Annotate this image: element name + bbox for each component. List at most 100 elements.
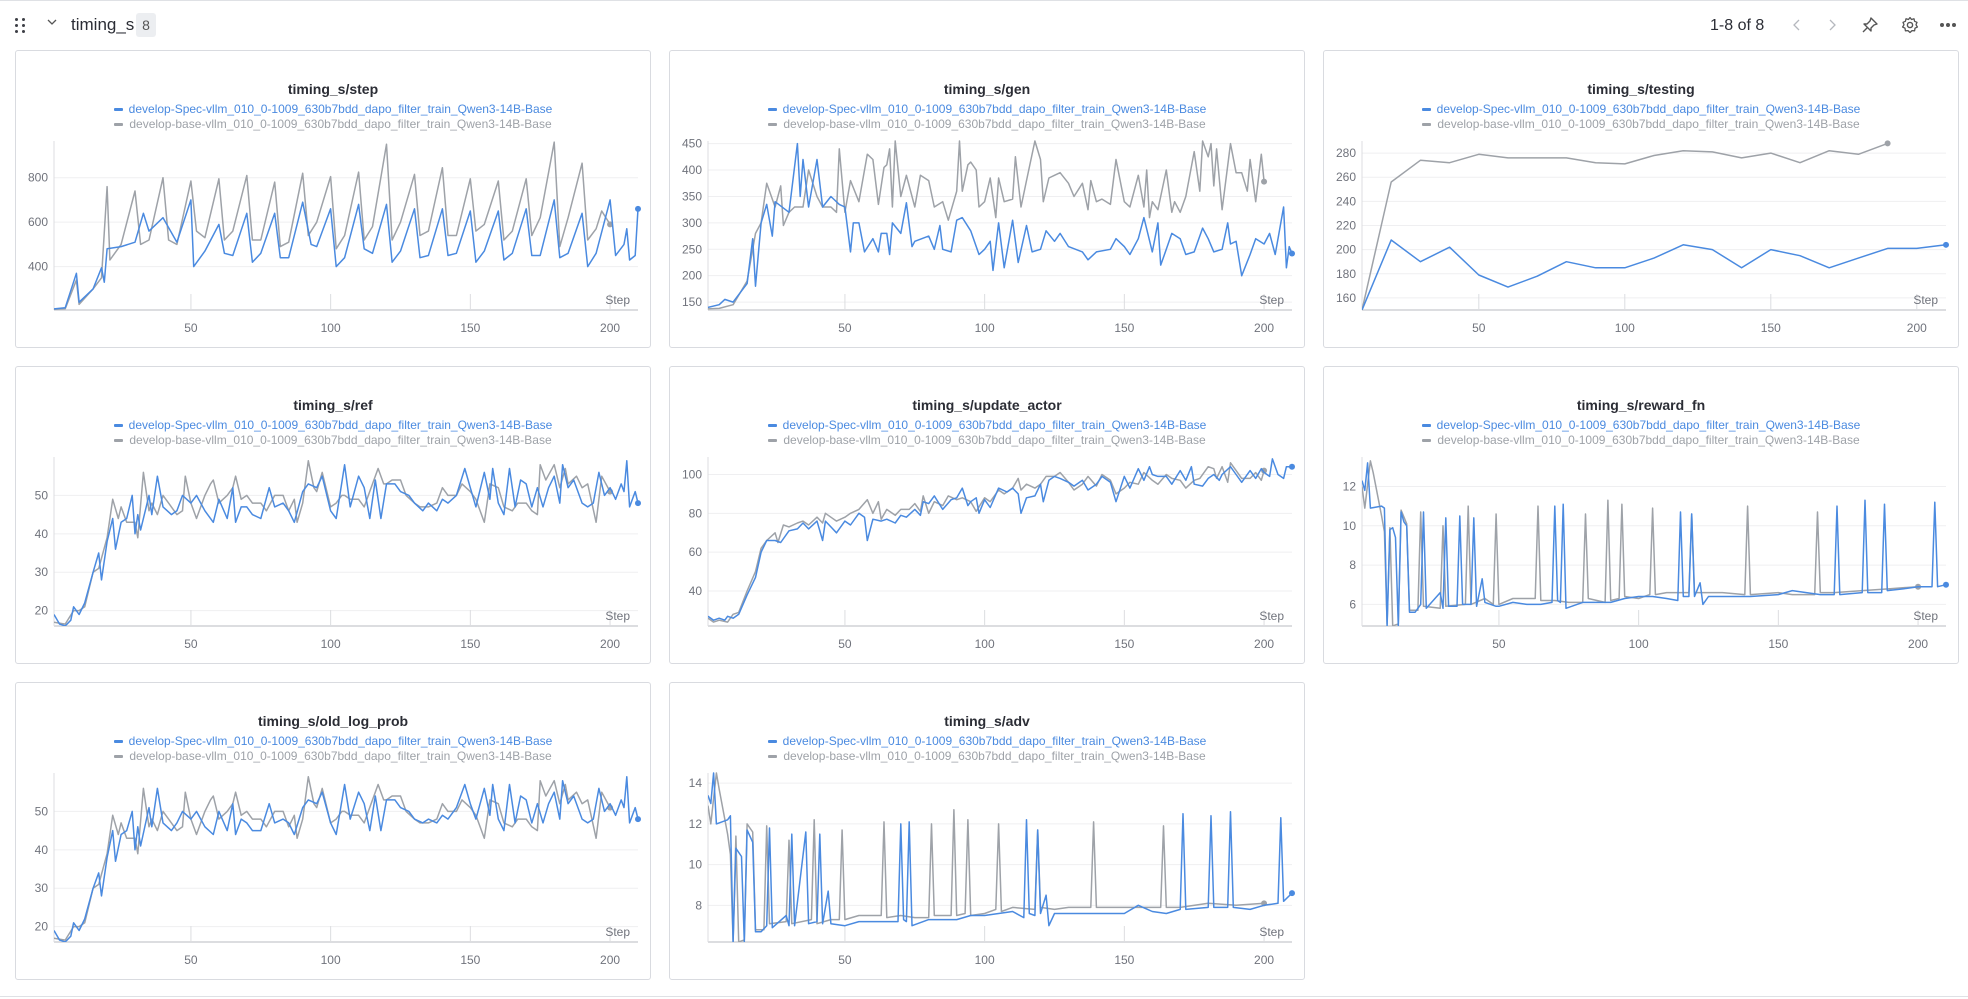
legend-item[interactable]: develop-Spec-vllm_010_0-1009_630b7bdd_da… bbox=[767, 734, 1206, 749]
legend-item[interactable]: develop-base-vllm_010_0-1009_630b7bdd_da… bbox=[1422, 433, 1860, 448]
chart-panel-timing-s-reward-fn: timing_s/reward_fn develop-Spec-vllm_010_… bbox=[1323, 366, 1959, 664]
legend-label: develop-base-vllm_010_0-1009_630b7bdd_da… bbox=[1437, 433, 1860, 447]
chart-panel-timing-s-step: timing_s/step develop-Spec-vllm_010_0-100… bbox=[15, 50, 651, 348]
legend-item[interactable]: develop-base-vllm_010_0-1009_630b7bdd_da… bbox=[768, 749, 1206, 764]
chevron-left-icon[interactable] bbox=[1785, 13, 1809, 37]
series-line[interactable] bbox=[1362, 239, 1947, 310]
chart-panel-timing-s-gen: timing_s/gen develop-Spec-vllm_010_0-1009… bbox=[669, 50, 1305, 348]
legend-item[interactable]: develop-Spec-vllm_010_0-1009_630b7bdd_da… bbox=[113, 734, 552, 749]
line-chart[interactable]: 20 30 40 50 50 100 150 200 Step bbox=[16, 447, 650, 663]
series-line[interactable] bbox=[54, 460, 639, 626]
y-tick-label: 40 bbox=[689, 584, 703, 598]
legend-label: develop-base-vllm_010_0-1009_630b7bdd_da… bbox=[783, 433, 1206, 447]
line-chart[interactable]: 6 8 10 12 50 100 150 200 Step bbox=[1324, 447, 1958, 663]
y-tick-label: 30 bbox=[35, 565, 49, 579]
series-line[interactable] bbox=[708, 458, 1292, 621]
series-line[interactable] bbox=[54, 776, 639, 942]
legend-item[interactable]: develop-base-vllm_010_0-1009_630b7bdd_da… bbox=[114, 749, 552, 764]
bottom-divider bbox=[0, 996, 1968, 997]
line-chart[interactable]: 40 60 80 100 50 100 150 200 Step bbox=[670, 447, 1304, 663]
y-tick-label: 6 bbox=[1349, 597, 1356, 611]
line-chart[interactable]: 8 10 12 14 50 100 150 200 Step bbox=[670, 763, 1304, 979]
y-tick-label: 50 bbox=[35, 488, 49, 502]
more-icon[interactable] bbox=[1936, 13, 1960, 37]
x-axis-label: Step bbox=[1259, 925, 1284, 939]
legend-label: develop-base-vllm_010_0-1009_630b7bdd_da… bbox=[1437, 117, 1860, 131]
pin-icon[interactable] bbox=[1858, 13, 1882, 37]
line-chart[interactable]: 400 600 800 50 100 150 200 Step bbox=[16, 131, 650, 347]
x-tick-label: 150 bbox=[460, 321, 480, 335]
series-line[interactable] bbox=[708, 140, 1265, 310]
y-tick-label: 300 bbox=[682, 216, 702, 230]
legend-label: develop-base-vllm_010_0-1009_630b7bdd_da… bbox=[783, 749, 1206, 763]
top-divider bbox=[0, 0, 1968, 1]
drag-handle-icon[interactable] bbox=[14, 17, 28, 33]
series-end-point bbox=[1884, 140, 1891, 147]
y-tick-label: 150 bbox=[682, 295, 702, 309]
chart-title: timing_s/step bbox=[287, 81, 379, 97]
chart-title: timing_s/ref bbox=[293, 397, 373, 413]
y-tick-label: 20 bbox=[35, 920, 49, 934]
series-line[interactable] bbox=[708, 142, 1293, 309]
legend-item[interactable]: develop-Spec-vllm_010_0-1009_630b7bdd_da… bbox=[767, 102, 1206, 117]
series-line[interactable] bbox=[54, 141, 611, 310]
legend-item[interactable]: develop-base-vllm_010_0-1009_630b7bdd_da… bbox=[114, 433, 552, 448]
legend-swatch bbox=[767, 740, 777, 743]
chevron-down-icon[interactable] bbox=[44, 16, 60, 32]
series-end-point bbox=[1261, 467, 1268, 474]
y-tick-label: 400 bbox=[28, 260, 48, 274]
y-tick-label: 250 bbox=[682, 242, 702, 256]
legend-item[interactable]: develop-Spec-vllm_010_0-1009_630b7bdd_da… bbox=[767, 418, 1206, 433]
chart-title: timing_s/testing bbox=[1587, 81, 1695, 97]
line-chart[interactable]: 20 30 40 50 50 100 150 200 Step bbox=[16, 763, 650, 979]
x-tick-label: 200 bbox=[600, 321, 620, 335]
series-line[interactable] bbox=[1362, 460, 1919, 626]
legend-item[interactable]: develop-Spec-vllm_010_0-1009_630b7bdd_da… bbox=[1421, 418, 1861, 433]
line-chart[interactable]: 160 180 200 220 240 260 280 50 100 150 200 Step bbox=[1324, 131, 1958, 347]
legend-label: develop-Spec-vllm_010_0-1009_630b7bdd_da… bbox=[1436, 418, 1861, 432]
x-tick-label: 50 bbox=[184, 637, 198, 651]
x-tick-label: 200 bbox=[1908, 637, 1928, 651]
x-tick-label: 200 bbox=[1254, 321, 1274, 335]
y-tick-label: 14 bbox=[689, 776, 703, 790]
legend-swatch bbox=[113, 424, 123, 427]
series-end-point bbox=[1261, 178, 1268, 185]
gear-icon[interactable] bbox=[1898, 13, 1922, 37]
legend-swatch bbox=[768, 439, 778, 442]
legend: develop-Spec-vllm_010_0-1009_630b7bdd_da… bbox=[670, 418, 1304, 448]
legend-swatch bbox=[1422, 123, 1432, 126]
y-tick-label: 30 bbox=[35, 881, 49, 895]
legend-item[interactable]: develop-base-vllm_010_0-1009_630b7bdd_da… bbox=[768, 433, 1206, 448]
legend: develop-Spec-vllm_010_0-1009_630b7bdd_da… bbox=[1324, 418, 1958, 448]
x-tick-label: 100 bbox=[975, 953, 995, 967]
legend-item[interactable]: develop-Spec-vllm_010_0-1009_630b7bdd_da… bbox=[1421, 102, 1860, 117]
x-axis-label: Step bbox=[605, 293, 630, 307]
series-line[interactable] bbox=[708, 772, 1265, 942]
series-line[interactable] bbox=[54, 199, 639, 310]
legend-item[interactable]: develop-Spec-vllm_010_0-1009_630b7bdd_da… bbox=[113, 102, 552, 117]
series-line[interactable] bbox=[708, 772, 1293, 942]
chart-title: timing_s/gen bbox=[943, 81, 1031, 97]
legend-item[interactable]: develop-Spec-vllm_010_0-1009_630b7bdd_da… bbox=[113, 418, 552, 433]
legend-item[interactable]: develop-base-vllm_010_0-1009_630b7bdd_da… bbox=[114, 117, 552, 132]
legend-item[interactable]: develop-base-vllm_010_0-1009_630b7bdd_da… bbox=[1422, 117, 1860, 132]
y-tick-label: 10 bbox=[689, 858, 703, 872]
series-line[interactable] bbox=[1362, 142, 1888, 310]
series-end-point bbox=[607, 221, 614, 228]
series-line[interactable] bbox=[708, 462, 1265, 623]
x-axis-label: Step bbox=[1913, 293, 1938, 307]
chevron-right-icon[interactable] bbox=[1820, 13, 1844, 37]
legend-item[interactable]: develop-base-vllm_010_0-1009_630b7bdd_da… bbox=[768, 117, 1206, 132]
section-title[interactable]: timing_s bbox=[71, 15, 135, 34]
chart-title: timing_s/old_log_prob bbox=[257, 713, 409, 729]
line-chart[interactable]: 150 200 250 300 350 400 450 50 100 150 200 Step bbox=[670, 131, 1304, 347]
x-tick-label: 50 bbox=[838, 953, 852, 967]
x-tick-label: 100 bbox=[975, 321, 995, 335]
chart-title: timing_s/adv bbox=[944, 713, 1030, 729]
legend-swatch bbox=[114, 123, 124, 126]
legend: develop-Spec-vllm_010_0-1009_630b7bdd_da… bbox=[1324, 102, 1958, 132]
x-tick-label: 50 bbox=[838, 637, 852, 651]
chart-title: timing_s/reward_fn bbox=[1576, 397, 1706, 413]
y-tick-label: 450 bbox=[682, 137, 702, 151]
series-line[interactable] bbox=[1362, 462, 1947, 626]
